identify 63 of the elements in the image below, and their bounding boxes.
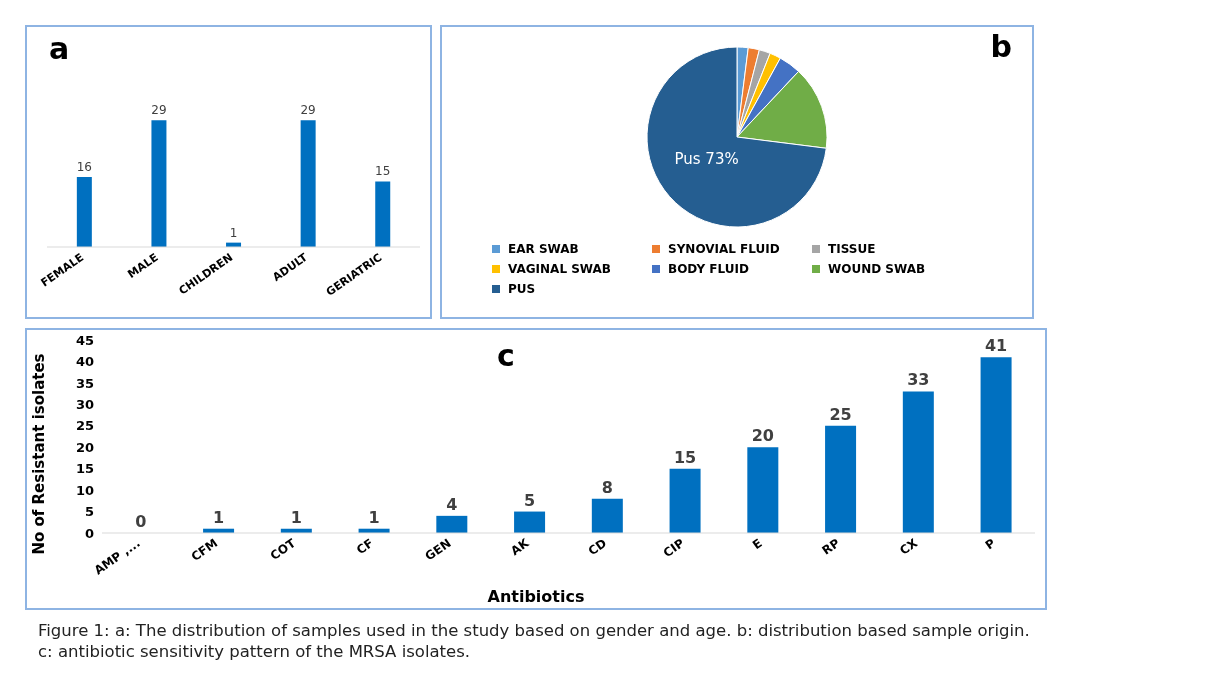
legend-label: BODY FLUID	[668, 262, 749, 276]
data-label: 16	[76, 160, 92, 174]
data-label: Pus 73%	[674, 149, 739, 168]
y-tick-label: 20	[75, 439, 94, 455]
data-label: 1	[213, 507, 225, 527]
bar	[436, 515, 468, 533]
y-tick-label: 35	[75, 375, 94, 391]
bar	[514, 511, 546, 533]
y-tick-label: 25	[75, 418, 94, 434]
bar	[300, 120, 316, 247]
x-tick-label: CIP	[660, 535, 687, 561]
pie-slice	[646, 46, 827, 227]
data-label: 8	[601, 477, 613, 497]
data-label: 20	[751, 426, 774, 446]
data-label: 25	[829, 404, 852, 424]
data-label: 29	[300, 103, 316, 118]
legend-label: PUS	[508, 282, 536, 296]
bar	[151, 120, 167, 247]
bar	[825, 425, 857, 533]
bar	[591, 498, 623, 533]
x-tick-label: P	[982, 535, 999, 553]
text: b	[990, 29, 1012, 64]
data-label: 1	[229, 225, 238, 240]
x-tick-label: RP	[819, 535, 843, 558]
legend-label: SYNOVIAL FLUID	[668, 242, 780, 256]
bar	[902, 391, 934, 533]
y-tick-label: 5	[84, 504, 94, 520]
y-tick-label: 45	[75, 332, 94, 348]
bar	[980, 357, 1012, 533]
x-tick-label: CF	[353, 535, 376, 558]
data-label: 33	[907, 370, 930, 390]
x-tick-label: GEN	[422, 535, 454, 564]
data-label: 5	[524, 490, 536, 510]
legend-label: VAGINAL SWAB	[508, 262, 612, 276]
data-label: 41	[984, 336, 1008, 356]
legend-label: TISSUE	[828, 242, 876, 256]
data-label: 15	[375, 164, 391, 179]
legend-label: WOUND SWAB	[828, 262, 926, 276]
y-tick-label: 10	[75, 482, 94, 498]
data-label: 15	[673, 447, 697, 467]
data-label: 29	[151, 103, 167, 118]
bar	[669, 468, 701, 533]
x-tick-label: AK	[508, 535, 532, 559]
x-tick-label: CD	[585, 535, 610, 559]
data-label: 4	[446, 494, 458, 514]
data-label: 1	[368, 507, 380, 527]
caption: Figure 1: a: The distribution of samples used in the study based on gender and age. b: distribution based sample origin. c: antibiotic sensitivity pattern of the MRSA isolates.	[38, 620, 1031, 662]
y-tick-label: 15	[75, 461, 94, 477]
y-axis-title: No of Resistant isolates	[30, 352, 48, 557]
chart-title: a	[49, 31, 70, 66]
bar	[375, 181, 391, 247]
y-tick-label: 40	[75, 354, 94, 370]
x-tick-label: E	[749, 535, 765, 553]
x-tick-label: CX	[897, 535, 921, 558]
bar	[747, 447, 779, 533]
bar	[76, 177, 92, 247]
data-label: 0	[135, 511, 147, 531]
legend-label: EAR SWAB	[508, 242, 579, 256]
x-axis-title: Antibiotics	[486, 587, 586, 606]
y-tick-label: 30	[75, 396, 94, 412]
chart-title: c	[497, 338, 515, 373]
y-tick-label: 0	[84, 525, 94, 541]
data-label: 1	[290, 507, 302, 527]
